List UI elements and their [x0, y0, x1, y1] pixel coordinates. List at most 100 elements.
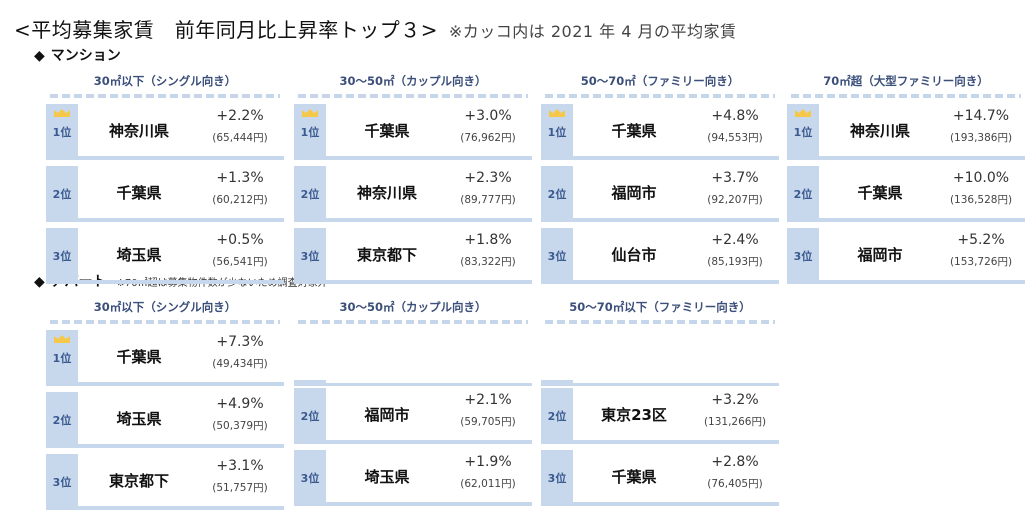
average-rent: (50,379円)	[212, 420, 268, 432]
dashed-divider	[298, 94, 528, 98]
increase-rate: +2.8%	[711, 454, 759, 470]
area-name: 千葉県	[364, 121, 410, 140]
group-header: 50～70㎡以下（ファミリー向き）	[569, 300, 751, 314]
average-rent: (193,386円)	[949, 132, 1013, 144]
increase-rate: +4.8%	[711, 108, 759, 124]
rank-card: 3位 仙台市 +2.4% (85,193円)	[541, 228, 779, 284]
rank-cell: 1位	[541, 104, 573, 160]
apart-group-family: 50～70㎡以下（ファミリー向き） 2位 東京23区 +3.2% (131,266…	[541, 298, 779, 506]
rank-label: 1位	[547, 126, 567, 139]
area-name: 東京都下	[108, 471, 169, 490]
increase-rate: +2.1%	[464, 392, 512, 408]
rank-label: 3位	[300, 472, 320, 485]
area-name: 千葉県	[116, 183, 162, 202]
average-rent: (62,011円)	[460, 478, 516, 490]
rank-cell: 2位	[541, 166, 573, 222]
rank-label: 2位	[300, 188, 320, 201]
increase-rate: +5.2%	[957, 232, 1005, 248]
average-rent: (85,193円)	[707, 256, 763, 268]
group-header: 50～70㎡（ファミリー向き）	[580, 74, 740, 88]
rank-label: 1位	[300, 126, 320, 139]
average-rent: (153,726円)	[949, 256, 1013, 268]
rank-card: 2位 千葉県 +10.0% (136,528円)	[787, 166, 1025, 222]
rank-card: 2位 神奈川県 +2.3% (89,777円)	[294, 166, 532, 222]
title-main: <平均募集家賃 前年同月比上昇率トップ３>	[14, 18, 439, 42]
area-name: 東京23区	[601, 405, 667, 424]
rank-cell: 2位	[46, 392, 78, 448]
rank-label: 2位	[300, 410, 320, 423]
apart-group-couple: 30～50㎡（カップル向き） 2位 福岡市 +2.1% (59,705円) 3位 …	[294, 298, 532, 506]
group-header: 30㎡以下（シングル向き）	[93, 300, 237, 314]
average-rent: (94,553円)	[707, 132, 763, 144]
area-name: 神奈川県	[356, 183, 417, 202]
increase-rate: +1.9%	[464, 454, 512, 470]
rank-label: 3位	[52, 250, 72, 263]
rank-cell: 2位	[46, 166, 78, 222]
rank-cell: 1位	[294, 104, 326, 160]
dashed-divider	[545, 320, 775, 324]
rank-card: 1位 神奈川県 +14.7% (193,386円)	[787, 104, 1025, 160]
group-header: 70㎡超（大型ファミリー向き）	[823, 74, 989, 88]
rank-card: 2位 東京23区 +3.2% (131,266円)	[541, 388, 779, 444]
increase-rate: +2.3%	[464, 170, 512, 186]
group-header: 30㎡以下（シングル向き）	[93, 74, 237, 88]
rank-card: 3位 東京都下 +3.1% (51,757円)	[46, 454, 284, 510]
area-name: 埼玉県	[116, 245, 162, 264]
area-name: 埼玉県	[364, 467, 410, 486]
increase-rate: +2.4%	[711, 232, 759, 248]
rank-cell: 2位	[541, 388, 573, 444]
average-rent: (65,444円)	[212, 132, 268, 144]
average-rent: (49,434円)	[212, 358, 268, 370]
rank-card: 1位 千葉県 +3.0% (76,962円)	[294, 104, 532, 160]
rank-card: 2位 埼玉県 +4.9% (50,379円)	[46, 392, 284, 448]
area-name: 千葉県	[857, 183, 903, 202]
rank-cell: 1位	[46, 104, 78, 160]
rank-card: 2位 福岡市 +3.7% (92,207円)	[541, 166, 779, 222]
area-name: 神奈川県	[849, 121, 910, 140]
dashed-divider	[50, 320, 280, 324]
diamond-icon: ◆	[34, 274, 45, 290]
title-note: ※カッコ内は 2021 年 4 月の平均家賃	[448, 22, 737, 41]
area-name: 福岡市	[857, 245, 903, 264]
rank-label: 2位	[52, 414, 72, 427]
average-rent: (76,962円)	[460, 132, 516, 144]
rank-label: 2位	[547, 410, 567, 423]
apart-group-single: 30㎡以下（シングル向き） 1位 千葉県 +7.3% (49,434円) 2位 埼…	[46, 298, 284, 510]
rank-label: 3位	[300, 250, 320, 263]
rank-card: 3位 埼玉県 +0.5% (56,541円)	[46, 228, 284, 284]
average-rent: (136,528円)	[949, 194, 1013, 206]
rank-card: 3位 東京都下 +1.8% (83,322円)	[294, 228, 532, 284]
increase-rate: +3.7%	[711, 170, 759, 186]
rank-label: 3位	[52, 476, 72, 489]
rank-cell: 3位	[294, 450, 326, 506]
area-name: 神奈川県	[108, 121, 169, 140]
rank-card: 3位 千葉県 +2.8% (76,405円)	[541, 450, 779, 506]
rank-label: 1位	[52, 352, 72, 365]
rank-card: 3位 埼玉県 +1.9% (62,011円)	[294, 450, 532, 506]
mansion-group-single: 30㎡以下（シングル向き） 1位 神奈川県 +2.2% (65,444円) 2位 …	[46, 72, 284, 284]
average-rent: (56,541円)	[212, 256, 268, 268]
rank-cell: 3位	[541, 450, 573, 506]
increase-rate: +14.7%	[952, 108, 1010, 124]
rank-cell: 1位	[46, 330, 78, 386]
mansion-group-couple: 30～50㎡（カップル向き） 1位 千葉県 +3.0% (76,962円) 2位 …	[294, 72, 532, 284]
group-header: 30～50㎡（カップル向き）	[339, 300, 487, 314]
average-rent: (92,207円)	[707, 194, 763, 206]
page-title: <平均募集家賃 前年同月比上昇率トップ３> ※カッコ内は 2021 年 4 月の…	[14, 14, 737, 43]
rank-card: 1位 千葉県 +7.3% (49,434円)	[46, 330, 284, 386]
increase-rate: +3.0%	[464, 108, 512, 124]
mansion-group-large-family: 70㎡超（大型ファミリー向き） 1位 神奈川県 +14.7% (193,386円)…	[787, 72, 1025, 284]
rank-label: 1位	[52, 126, 72, 139]
area-name: 仙台市	[611, 245, 657, 264]
rank-cell: 3位	[541, 228, 573, 284]
rank-card: 1位 千葉県 +4.8% (94,553円)	[541, 104, 779, 160]
crown-icon	[795, 109, 811, 117]
rank-cell: 3位	[294, 228, 326, 284]
increase-rate: +3.1%	[216, 458, 264, 474]
rank-cell: 3位	[46, 228, 78, 284]
rank-label: 3位	[793, 250, 813, 263]
rank-card: 2位 千葉県 +1.3% (60,212円)	[46, 166, 284, 222]
dashed-divider	[50, 94, 280, 98]
average-rent: (59,705円)	[460, 416, 516, 428]
rank-cell: 3位	[787, 228, 819, 284]
